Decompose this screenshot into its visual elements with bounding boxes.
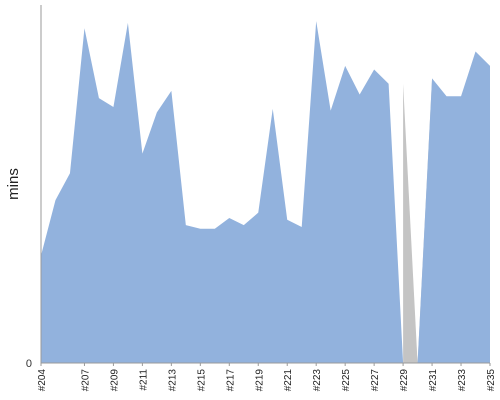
plot-area xyxy=(41,19,492,364)
x-tick-label: #213 xyxy=(167,369,178,392)
data-point-213 xyxy=(169,89,173,93)
data-point-234 xyxy=(474,50,478,54)
x-tick-label: #219 xyxy=(254,369,265,392)
x-tick-label: #235 xyxy=(486,369,497,392)
data-point-205 xyxy=(53,198,57,202)
data-point-216 xyxy=(213,227,217,231)
data-point-224 xyxy=(329,109,333,113)
data-point-228 xyxy=(387,82,391,86)
data-point-210 xyxy=(126,21,130,25)
x-tick-label: #229 xyxy=(399,369,410,392)
data-point-214 xyxy=(184,223,188,227)
data-point-217 xyxy=(227,216,231,220)
data-point-231 xyxy=(430,76,434,80)
x-axis-ticks: #204 #207 #209 #211 #213 #215 #217 #219 #221 #223… xyxy=(37,363,497,391)
data-point-223 xyxy=(314,19,318,23)
x-tick-label: #209 xyxy=(109,369,120,392)
data-point-227 xyxy=(372,67,376,71)
data-point-206 xyxy=(68,171,72,175)
x-tick-label: #217 xyxy=(225,369,236,392)
x-tick-label: #227 xyxy=(370,369,381,392)
data-point-220 xyxy=(271,107,275,111)
series-area-0 xyxy=(41,21,490,364)
data-point-232 xyxy=(445,94,449,98)
data-point-235 xyxy=(488,64,492,68)
data-point-207 xyxy=(82,26,86,30)
data-point-221 xyxy=(285,218,289,222)
y-tick-label: 0 xyxy=(26,358,32,370)
data-point-225 xyxy=(343,64,347,68)
data-point-222 xyxy=(300,225,304,229)
x-tick-label: #223 xyxy=(312,369,323,392)
x-tick-label: #207 xyxy=(80,369,91,392)
x-tick-label: #231 xyxy=(428,369,439,392)
x-tick-label: #204 xyxy=(37,369,48,392)
data-point-211 xyxy=(140,152,144,156)
x-tick-label: #221 xyxy=(283,369,294,392)
y-axis-ticks: 0 xyxy=(26,358,32,370)
x-tick-label: #211 xyxy=(138,369,149,391)
data-point-219 xyxy=(256,211,260,215)
data-point-212 xyxy=(155,110,159,114)
x-tick-label: #233 xyxy=(457,369,468,392)
y-axis-label: mins xyxy=(5,168,22,200)
data-point-226 xyxy=(358,93,362,97)
x-tick-label: #215 xyxy=(196,369,207,392)
data-point-215 xyxy=(198,227,202,231)
x-tick-label: #225 xyxy=(341,369,352,392)
data-point-218 xyxy=(242,223,246,227)
data-point-233 xyxy=(459,94,463,98)
data-point-209 xyxy=(111,105,115,109)
data-point-208 xyxy=(97,96,101,100)
